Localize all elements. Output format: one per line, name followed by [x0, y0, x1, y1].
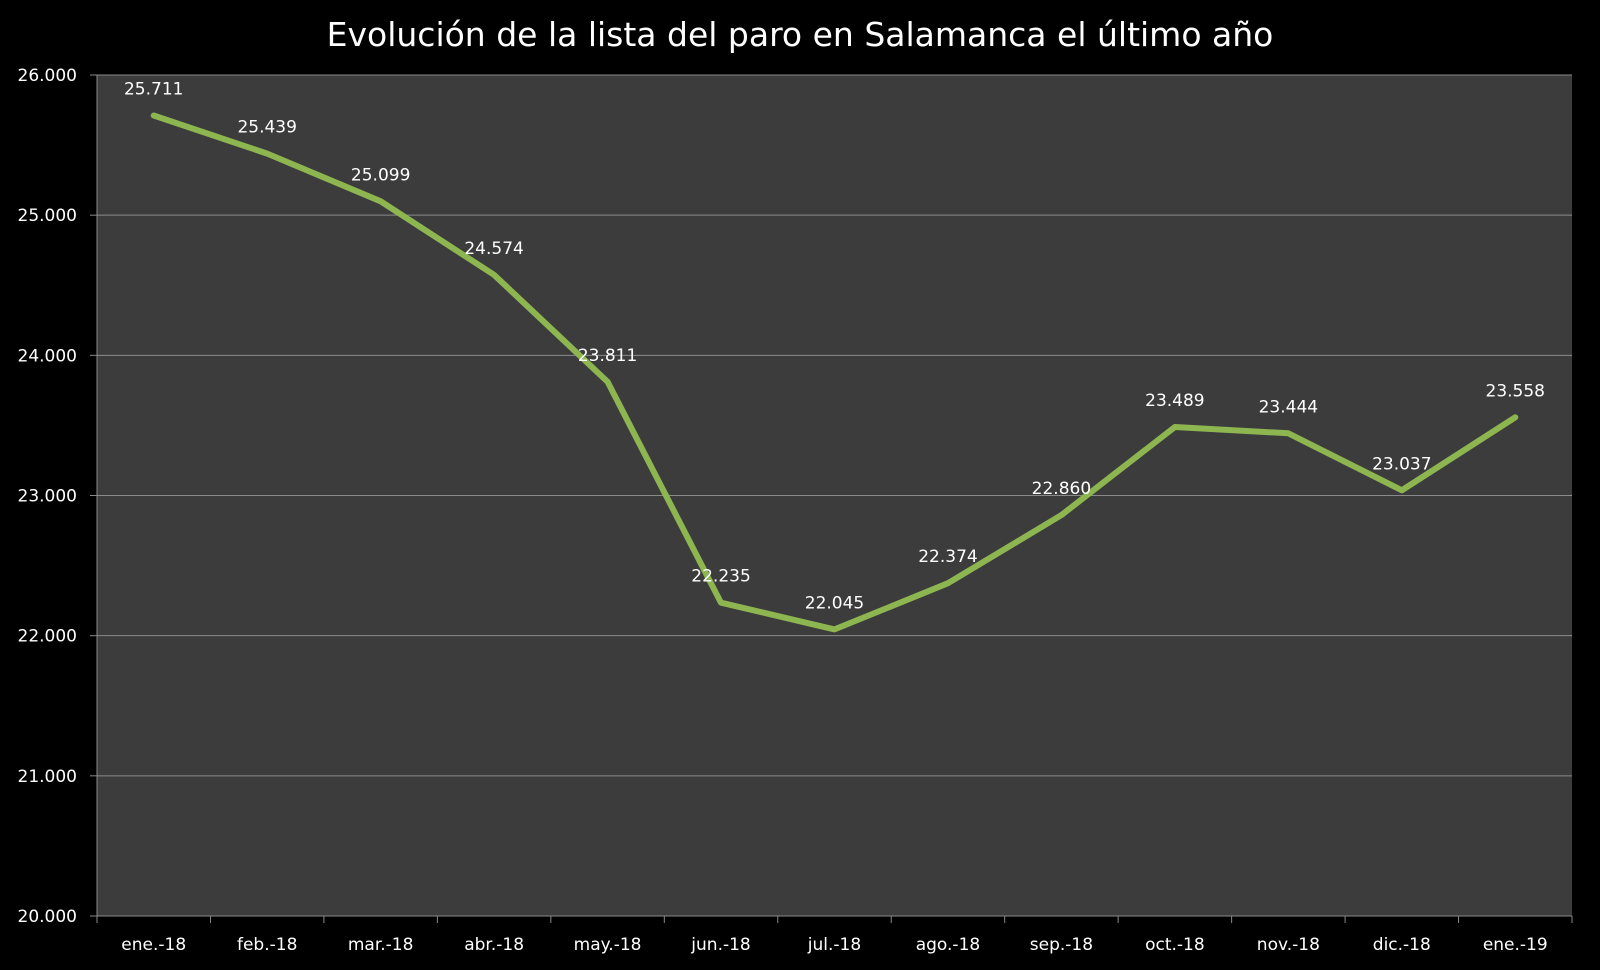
- data-point: [1286, 431, 1291, 436]
- data-point: [265, 151, 270, 156]
- chart-title: Evolución de la lista del paro en Salama…: [327, 15, 1274, 54]
- data-label: 25.439: [237, 118, 296, 138]
- x-tick-label: ene.-18: [121, 935, 186, 955]
- x-tick-label: jul.-18: [807, 935, 861, 955]
- series-layer: [150, 112, 1519, 633]
- x-tick-label: mar.-18: [348, 935, 414, 955]
- data-label: 22.235: [691, 567, 750, 587]
- axes: 20.000 21.000 22.000 23.000 24.000 25.000 26.0…: [18, 66, 1573, 955]
- data-label: 23.489: [1145, 391, 1204, 411]
- data-point: [1399, 488, 1404, 493]
- x-tick-label: sep.-18: [1030, 935, 1093, 955]
- x-tick-label: may.-18: [574, 935, 642, 955]
- data-point: [151, 113, 156, 118]
- data-labels: 25.711 25.439 25.099 24.574 23.811 22.235 22.0…: [124, 80, 1545, 614]
- x-tick-label: dic.-18: [1373, 935, 1431, 955]
- data-point: [378, 199, 383, 204]
- x-tick-label: jun.-18: [690, 935, 750, 955]
- data-point: [832, 627, 837, 632]
- data-point: [1059, 513, 1064, 518]
- y-tick-label: 21.000: [18, 767, 77, 787]
- y-tick-label: 23.000: [18, 487, 77, 507]
- x-tick-label: oct.-18: [1145, 935, 1205, 955]
- x-tick-label: ago.-18: [916, 935, 980, 955]
- data-label: 25.711: [124, 80, 183, 100]
- y-tick-label: 20.000: [18, 907, 77, 927]
- data-point: [1172, 424, 1177, 429]
- data-point: [1513, 415, 1518, 420]
- x-tick-label: abr.-18: [464, 935, 524, 955]
- data-point: [605, 379, 610, 384]
- data-label: 22.860: [1032, 479, 1091, 499]
- data-label: 23.444: [1259, 397, 1318, 417]
- data-point: [945, 581, 950, 586]
- data-label: 24.574: [464, 239, 523, 259]
- x-tick-label: feb.-18: [237, 935, 297, 955]
- data-label: 23.811: [578, 346, 637, 366]
- y-tick-label: 22.000: [18, 627, 77, 647]
- x-tick-label: ene.-19: [1483, 935, 1548, 955]
- data-label: 22.374: [918, 547, 977, 567]
- data-point: [492, 272, 497, 277]
- data-label: 23.558: [1486, 381, 1545, 401]
- y-tick-label: 25.000: [18, 206, 77, 226]
- x-tick-label: nov.-18: [1257, 935, 1320, 955]
- data-label: 25.099: [351, 165, 410, 185]
- y-tick-label: 26.000: [18, 66, 77, 86]
- y-tick-label: 24.000: [18, 346, 77, 366]
- data-point: [719, 600, 724, 605]
- data-label: 23.037: [1372, 454, 1431, 474]
- gridlines: [97, 74, 1572, 777]
- data-label: 22.045: [805, 593, 864, 613]
